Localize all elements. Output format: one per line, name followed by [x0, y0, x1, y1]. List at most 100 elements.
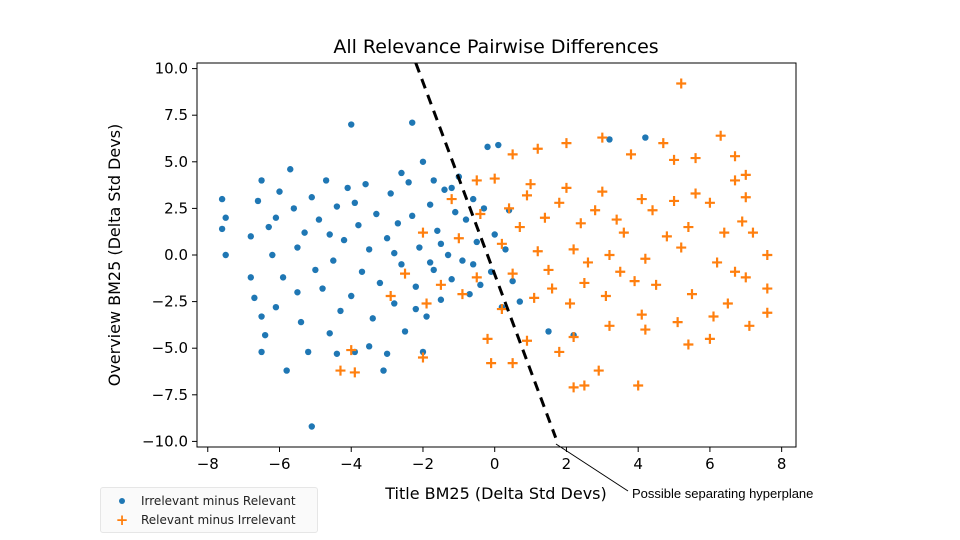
point-relevant-52 — [615, 266, 626, 277]
point-relevant-28 — [575, 218, 586, 229]
x-tick-label: 4 — [633, 455, 643, 473]
point-relevant-85 — [593, 365, 604, 376]
point-irrelevant-73 — [466, 290, 473, 298]
point-relevant-94 — [629, 276, 640, 287]
point-irrelevant-90 — [642, 134, 649, 141]
point-irrelevant-83 — [502, 246, 509, 253]
point-irrelevant-20 — [290, 205, 298, 212]
point-relevant-83 — [568, 382, 579, 393]
point-relevant-14 — [489, 173, 500, 184]
point-relevant-71 — [482, 333, 493, 344]
y-tick-label: −2.5 — [152, 293, 188, 311]
point-irrelevant-80 — [491, 231, 498, 238]
point-relevant-66 — [672, 317, 683, 328]
point-relevant-8 — [669, 154, 680, 165]
point-relevant-62 — [529, 292, 540, 303]
point-irrelevant-48 — [380, 367, 387, 374]
point-relevant-81 — [507, 358, 518, 369]
chart-title: All Relevance Pairwise Differences — [333, 36, 658, 58]
point-relevant-60 — [457, 289, 468, 300]
point-relevant-5 — [532, 143, 543, 154]
point-irrelevant-36 — [340, 236, 348, 244]
point-relevant-87 — [521, 190, 532, 201]
point-relevant-11 — [740, 169, 751, 180]
point-relevant-37 — [532, 246, 543, 257]
point-irrelevant-41 — [355, 221, 362, 229]
point-irrelevant-37 — [344, 184, 351, 192]
point-irrelevant-2 — [222, 251, 229, 259]
point-relevant-44 — [762, 250, 773, 260]
point-irrelevant-1 — [218, 225, 226, 233]
point-irrelevant-67 — [444, 251, 452, 259]
point-relevant-56 — [762, 283, 773, 294]
point-relevant-6 — [507, 149, 518, 160]
point-relevant-51 — [579, 277, 590, 288]
point-irrelevant-100 — [437, 240, 445, 248]
y-tick-label: 7.5 — [164, 106, 188, 124]
point-relevant-12 — [730, 175, 741, 186]
point-irrelevant-19 — [287, 166, 294, 173]
point-irrelevant-14 — [272, 214, 280, 221]
point-relevant-45 — [740, 272, 751, 283]
point-irrelevant-66 — [441, 186, 448, 193]
point-irrelevant-64 — [434, 227, 441, 234]
point-relevant-34 — [417, 227, 428, 238]
point-irrelevant-76 — [477, 281, 484, 289]
point-relevant-39 — [604, 250, 615, 260]
point-irrelevant-86 — [516, 298, 524, 305]
data-marks — [218, 78, 773, 430]
y-tick-label: 5.0 — [164, 153, 188, 171]
point-relevant-69 — [704, 333, 715, 344]
point-irrelevant-58 — [412, 283, 419, 290]
point-irrelevant-24 — [301, 229, 308, 236]
point-relevant-95 — [514, 222, 525, 233]
point-relevant-15 — [525, 179, 536, 190]
point-relevant-72 — [521, 335, 532, 346]
legend: Irrelevant minus Relevant + Relevant min… — [100, 487, 318, 533]
point-irrelevant-0 — [218, 195, 226, 203]
point-relevant-27 — [539, 212, 550, 223]
point-relevant-1 — [715, 130, 726, 141]
point-relevant-59 — [421, 298, 432, 309]
point-irrelevant-30 — [319, 285, 326, 292]
point-irrelevant-52 — [394, 220, 402, 227]
point-relevant-70 — [683, 339, 694, 350]
x-tick-label: 2 — [562, 455, 572, 473]
x-tick-label: 8 — [777, 455, 787, 473]
point-irrelevant-101 — [469, 261, 477, 268]
point-relevant-55 — [722, 298, 733, 309]
point-irrelevant-71 — [459, 257, 466, 264]
y-tick-label: 10.0 — [155, 60, 188, 78]
point-irrelevant-94 — [333, 350, 341, 357]
point-irrelevant-60 — [419, 158, 427, 165]
point-irrelevant-102 — [326, 231, 333, 238]
x-tick-label: −8 — [197, 455, 219, 473]
point-relevant-88 — [554, 197, 565, 208]
point-irrelevant-12 — [265, 223, 272, 231]
point-relevant-48 — [471, 272, 482, 283]
point-irrelevant-95 — [383, 350, 391, 357]
point-relevant-57 — [762, 307, 773, 318]
point-relevant-78 — [335, 365, 346, 376]
point-irrelevant-18 — [283, 367, 290, 374]
point-relevant-31 — [683, 222, 694, 233]
point-irrelevant-79 — [487, 268, 495, 275]
point-irrelevant-89 — [606, 136, 613, 143]
point-relevant-23 — [737, 216, 748, 227]
point-irrelevant-23 — [297, 318, 305, 326]
point-irrelevant-27 — [308, 423, 315, 430]
x-tick-label: −4 — [340, 455, 362, 473]
point-relevant-7 — [626, 149, 637, 160]
point-irrelevant-9 — [258, 313, 265, 320]
point-relevant-77 — [349, 367, 360, 378]
point-relevant-86 — [633, 380, 644, 391]
point-irrelevant-92 — [398, 169, 405, 177]
point-relevant-0 — [676, 78, 687, 89]
x-axis-ticks: −8 −6 −4 −2 0 2 4 6 8 — [197, 447, 787, 473]
point-relevant-43 — [730, 266, 741, 277]
point-relevant-33 — [747, 227, 758, 238]
point-relevant-32 — [719, 227, 730, 238]
x-tick-label: 0 — [490, 455, 500, 473]
point-irrelevant-13 — [269, 251, 276, 259]
